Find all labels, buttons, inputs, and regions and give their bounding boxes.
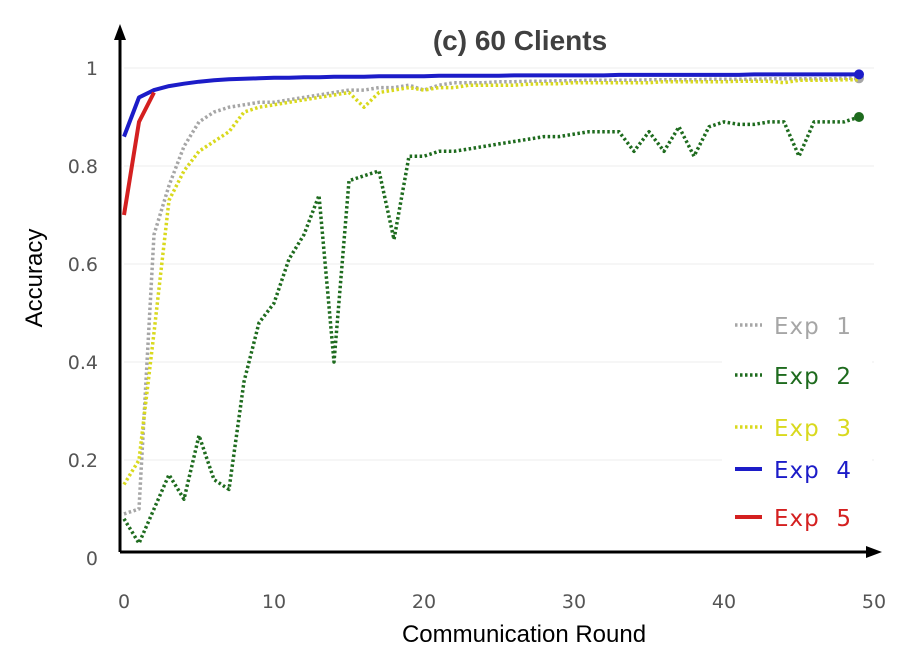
x-axis-label: Communication Round bbox=[402, 621, 646, 648]
x-tick-label: 30 bbox=[562, 591, 586, 613]
x-tick-label: 10 bbox=[262, 591, 286, 613]
series-end-point bbox=[854, 112, 864, 122]
series-line-exp-5 bbox=[122, 91, 156, 216]
x-tick-label: 40 bbox=[712, 591, 736, 613]
y-tick-label: 0.8 bbox=[68, 156, 98, 178]
axes bbox=[114, 24, 882, 558]
series-end-point bbox=[854, 69, 864, 80]
legend-label: Exp 2 bbox=[774, 364, 852, 390]
y-tick-label: 0 bbox=[86, 548, 98, 570]
y-tick-label: 0.4 bbox=[68, 352, 98, 374]
y-tick-label: 1 bbox=[86, 58, 98, 80]
series-line-exp-3 bbox=[122, 78, 859, 486]
y-tick-label: 0.2 bbox=[68, 450, 98, 472]
x-axis-arrow bbox=[866, 546, 882, 558]
tick-labels: 00.20.40.60.810 10 20 30 40 50 bbox=[68, 58, 886, 613]
x-tick-label: 50 bbox=[862, 591, 886, 613]
series-line-exp-1 bbox=[123, 76, 859, 516]
y-tick-label: 0.6 bbox=[68, 254, 98, 276]
legend-label: Exp 1 bbox=[774, 314, 852, 340]
legend: Exp 1 Exp 2 Exp 3 Exp 4 Exp 5 bbox=[722, 306, 872, 546]
y-axis-label: Accuracy bbox=[21, 229, 48, 328]
series-line-exp-2 bbox=[122, 115, 860, 546]
legend-label: Exp 4 bbox=[774, 458, 852, 484]
y-axis-arrow bbox=[114, 24, 126, 40]
series-layer bbox=[122, 69, 864, 546]
x-tick-label: 20 bbox=[412, 591, 436, 613]
legend-label: Exp 5 bbox=[774, 506, 852, 532]
chart-title: (c) 60 Clients bbox=[433, 25, 607, 56]
x-tick-label: 0 bbox=[118, 591, 130, 613]
legend-label: Exp 3 bbox=[774, 416, 852, 442]
series-line-exp-4 bbox=[122, 72, 859, 138]
